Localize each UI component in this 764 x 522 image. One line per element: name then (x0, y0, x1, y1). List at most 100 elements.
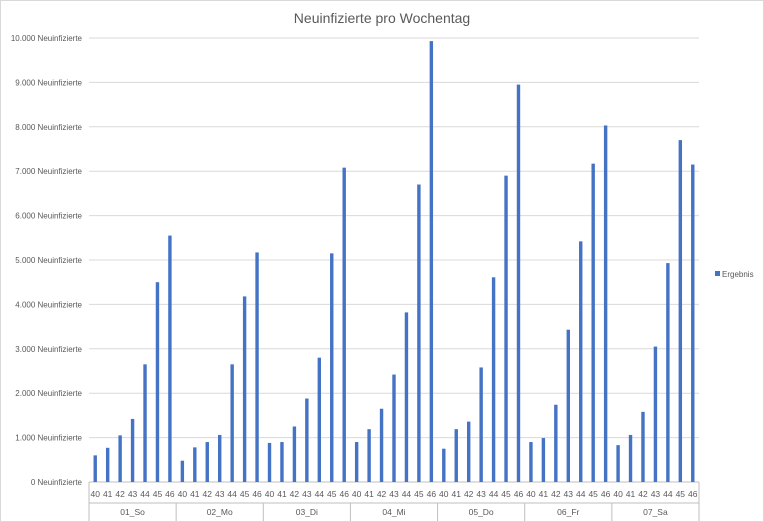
x-tick-label: 44 (576, 489, 586, 499)
bar (442, 448, 446, 482)
group-label: 04_Mi (382, 507, 405, 517)
bar (330, 253, 334, 482)
x-tick-label: 42 (464, 489, 474, 499)
x-tick-label: 45 (501, 489, 511, 499)
y-tick-label: 9.000 Neuinfizierte (15, 78, 82, 87)
x-tick-label: 40 (265, 489, 275, 499)
x-tick-label: 46 (688, 489, 698, 499)
legend-label: Ergebnis (722, 270, 754, 279)
x-tick-label: 46 (601, 489, 611, 499)
y-tick-label: 4.000 Neuinfizierte (15, 300, 82, 309)
bar (255, 252, 259, 482)
x-tick-label: 45 (588, 489, 598, 499)
bar (317, 357, 322, 482)
bar (566, 329, 570, 482)
y-tick-label: 1.000 Neuinfizierte (15, 434, 82, 443)
bar (404, 312, 409, 482)
bar (180, 460, 185, 482)
bar (504, 175, 508, 482)
bar (292, 426, 297, 482)
x-tick-label: 44 (227, 489, 237, 499)
x-tick-label: 43 (128, 489, 138, 499)
bar (155, 282, 160, 482)
x-tick-label: 40 (178, 489, 188, 499)
x-tick-label: 43 (564, 489, 574, 499)
y-tick-label: 5.000 Neuinfizierte (15, 256, 82, 265)
x-tick-label: 43 (651, 489, 661, 499)
x-tick-label: 46 (252, 489, 262, 499)
group-label: 01_So (120, 507, 145, 517)
y-tick-label: 7.000 Neuinfizierte (15, 167, 82, 176)
bar (93, 455, 97, 482)
x-tick-label: 44 (489, 489, 499, 499)
bar (429, 41, 434, 482)
x-tick-label: 43 (302, 489, 312, 499)
x-tick-label: 41 (626, 489, 636, 499)
y-tick-label: 0 Neuinfizierte (31, 478, 83, 487)
x-tick-label: 46 (514, 489, 524, 499)
bar (641, 411, 645, 482)
x-tick-label: 43 (389, 489, 399, 499)
x-tick-label: 42 (551, 489, 561, 499)
x-tick-label: 40 (439, 489, 449, 499)
x-tick-label: 45 (327, 489, 337, 499)
bar (342, 167, 346, 482)
x-tick-label: 44 (315, 489, 325, 499)
bar (529, 442, 533, 482)
x-tick-label: 43 (215, 489, 225, 499)
x-tick-label: 44 (402, 489, 412, 499)
bar (367, 429, 371, 482)
bar (479, 367, 483, 482)
y-tick-label: 6.000 Neuinfizierte (15, 212, 82, 221)
group-label: 02_Mo (207, 507, 233, 517)
x-tick-label: 45 (676, 489, 686, 499)
bar (628, 434, 633, 482)
x-tick-label: 44 (663, 489, 673, 499)
bar (417, 184, 421, 482)
bar (118, 435, 122, 482)
chart-title: Neuinfizierte pro Wochentag (294, 10, 470, 26)
bar (541, 438, 546, 482)
legend: Ergebnis (715, 270, 754, 279)
x-tick-label: 41 (539, 489, 549, 499)
bar (579, 241, 583, 482)
bars (93, 41, 695, 483)
x-tick-label: 42 (377, 489, 387, 499)
x-tick-label: 40 (613, 489, 623, 499)
bar (591, 163, 595, 483)
bar (267, 442, 272, 482)
x-tick-label: 41 (452, 489, 462, 499)
bar (379, 408, 384, 482)
bar (242, 296, 247, 482)
legend-swatch (715, 271, 720, 276)
bar (554, 404, 558, 482)
bar (143, 364, 147, 482)
x-tick-label: 45 (153, 489, 163, 499)
x-tick-label: 46 (339, 489, 349, 499)
group-label: 05_Do (469, 507, 494, 517)
bar (305, 398, 309, 482)
x-tick-label: 41 (103, 489, 113, 499)
bar (691, 164, 695, 483)
bar (466, 421, 471, 482)
bar (230, 364, 234, 482)
bar (678, 140, 683, 482)
group-label: 03_Di (296, 507, 318, 517)
y-axis: 0 Neuinfizierte 1.000 Neuinfizierte 2.000 … (11, 34, 83, 487)
x-tick-label: 42 (638, 489, 648, 499)
x-tick-label: 46 (165, 489, 175, 499)
bar (105, 447, 110, 482)
bar (491, 277, 496, 482)
x-tick-label: 42 (115, 489, 125, 499)
group-label: 07_Sa (643, 507, 668, 517)
bar (603, 125, 608, 482)
x-tick-label: 41 (364, 489, 374, 499)
x-tick-label: 41 (277, 489, 287, 499)
bar (354, 442, 359, 482)
bar (392, 374, 396, 482)
x-tick-label: 45 (414, 489, 424, 499)
y-tick-label: 3.000 Neuinfizierte (15, 345, 82, 354)
bar (653, 346, 658, 482)
